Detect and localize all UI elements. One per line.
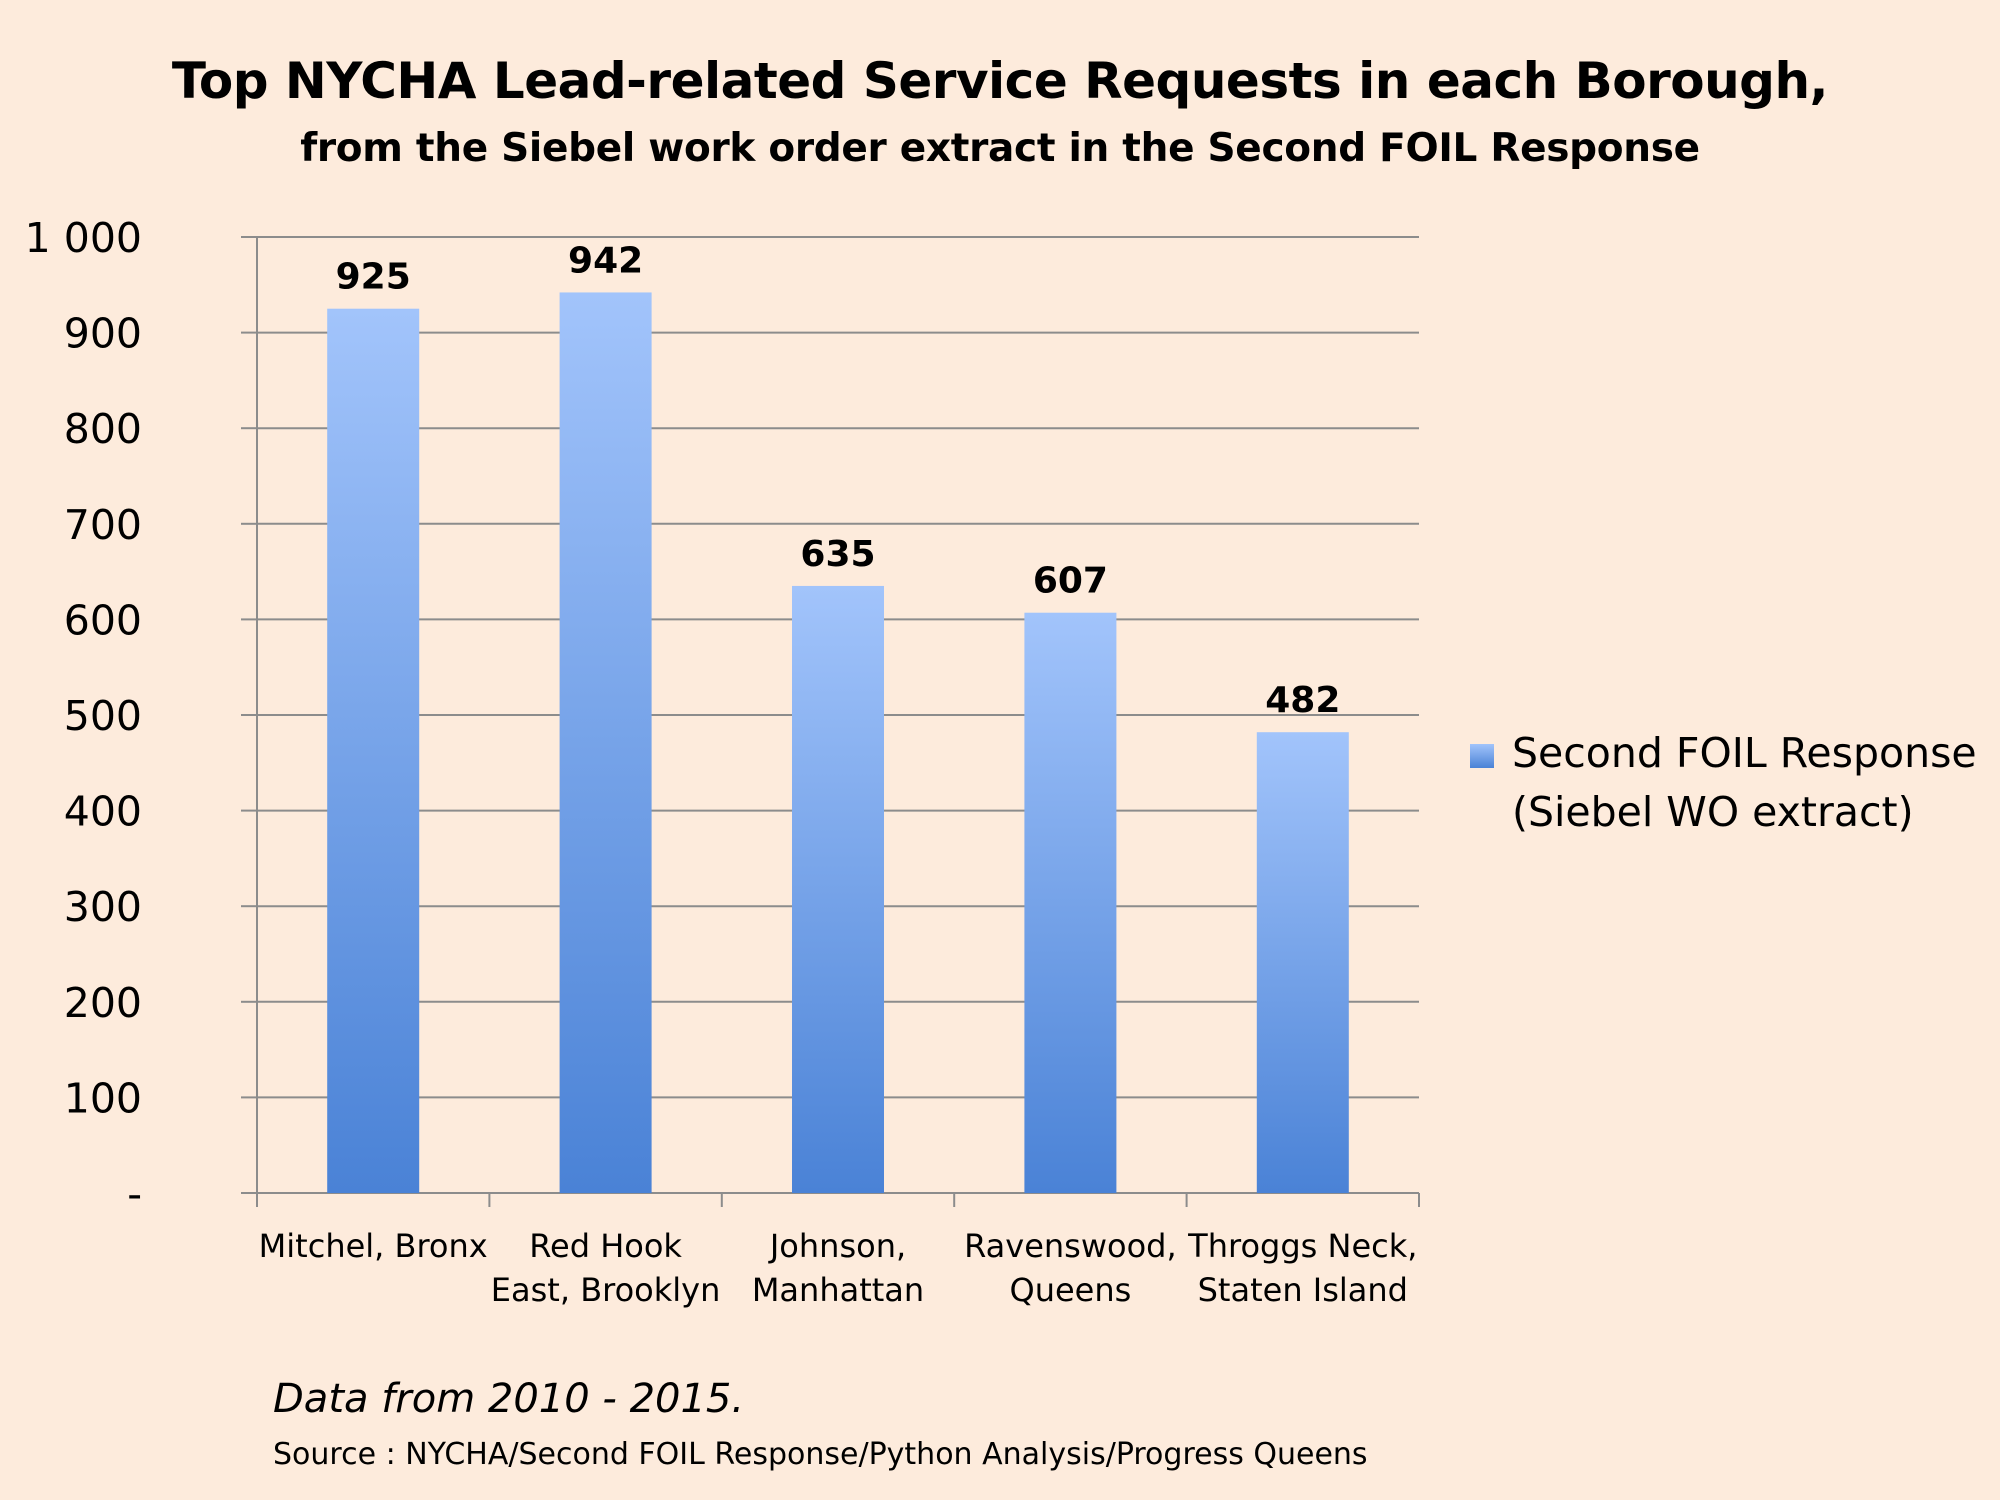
data-label: 607 <box>1033 561 1108 602</box>
y-tick-labels: - 100 200 300 400 500 600 700 800 900 1 000 <box>25 214 142 1218</box>
y-tick-label: 200 <box>64 979 142 1027</box>
y-tick-label: 700 <box>64 501 142 549</box>
x-tick-label: Throggs Neck, <box>1187 1227 1417 1265</box>
bar <box>1256 732 1349 1193</box>
bar <box>1024 612 1117 1193</box>
y-tick-label: 300 <box>64 883 142 931</box>
x-tick-label: Queens <box>1010 1271 1132 1309</box>
x-tick-label: Ravenswood, <box>964 1227 1177 1265</box>
x-tick-label: Mitchel, Bronx <box>259 1227 488 1265</box>
legend-label: Second FOIL Response (Siebel WO extract) <box>1512 724 1977 842</box>
source-credit: Source : NYCHA/Second FOIL Response/Pyth… <box>273 1437 1368 1472</box>
data-labels: 925 942 635 607 482 <box>336 240 1341 721</box>
y-tick-label: 400 <box>64 788 142 836</box>
y-tick-label: 100 <box>64 1074 142 1122</box>
y-tick-label: 1 000 <box>25 214 142 262</box>
data-label: 925 <box>336 257 411 298</box>
chart-title: Top NYCHA Lead-related Service Requests … <box>171 52 1829 110</box>
x-tick-label: Red Hook <box>529 1227 682 1265</box>
y-tick-label: 800 <box>64 405 142 453</box>
bars <box>327 292 1349 1193</box>
legend-label-line1: Second FOIL Response <box>1512 729 1977 777</box>
y-tick-label: 600 <box>64 596 142 644</box>
y-tick-label: 900 <box>64 310 142 358</box>
bar <box>559 292 652 1193</box>
x-tick-labels: Mitchel, Bronx Red Hook East, Brooklyn John… <box>259 1227 1418 1309</box>
data-label: 942 <box>568 240 643 281</box>
y-tick-label: 500 <box>64 692 142 740</box>
y-tick-label: - <box>127 1170 142 1218</box>
data-range-note: Data from 2010 - 2015. <box>273 1376 745 1422</box>
data-label: 482 <box>1265 680 1340 721</box>
x-tick-label: Johnson, <box>768 1227 906 1265</box>
x-tick-label: Staten Island <box>1198 1271 1408 1309</box>
legend-swatch <box>1470 744 1494 768</box>
bar <box>792 585 884 1193</box>
x-tick-label: Manhattan <box>752 1271 924 1309</box>
x-tick-label: East, Brooklyn <box>491 1271 721 1309</box>
legend-label-line2: (Siebel WO extract) <box>1512 788 1914 836</box>
data-label: 635 <box>800 534 875 575</box>
bar <box>327 308 420 1193</box>
chart-subtitle: from the Siebel work order extract in th… <box>300 126 1700 171</box>
